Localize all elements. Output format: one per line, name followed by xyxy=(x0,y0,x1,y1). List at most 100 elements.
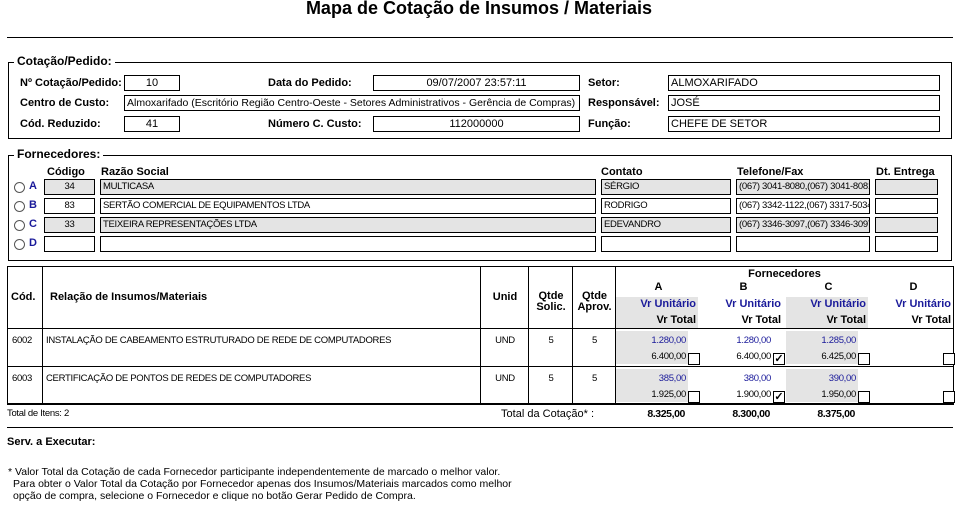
item-solic: 5 xyxy=(548,335,554,346)
supplier-column-b: B xyxy=(739,281,748,293)
setor-label: Setor: xyxy=(588,77,620,89)
quote-total: 1.950,00 xyxy=(821,389,856,400)
quote-total: 6.400,00 xyxy=(736,351,771,362)
centro-label: Centro de Custo: xyxy=(20,97,110,109)
note-1: * Valor Total da Cotação de cada Fornece… xyxy=(8,466,501,478)
supplier-razao[interactable]: SERTÃO COMERCIAL DE EQUIPAMENTOS LTDA xyxy=(100,198,596,214)
item-aprov: 5 xyxy=(592,373,597,384)
quote-bg xyxy=(786,369,858,402)
supplier-telefone[interactable]: (067) 3041-8080,(067) 3041-8081 xyxy=(736,179,870,195)
supplier-contato[interactable]: SÉRGIO xyxy=(601,179,731,195)
best-price-checkbox[interactable] xyxy=(943,353,955,365)
pedido-legend: Cotação/Pedido: xyxy=(14,54,115,68)
numero-label: Nº Cotação/Pedido: xyxy=(20,77,122,89)
best-price-checkbox[interactable] xyxy=(858,353,870,365)
supplier-column-c: C xyxy=(824,281,833,293)
best-price-checkbox[interactable]: ✓ xyxy=(773,353,785,365)
supplier-codigo[interactable] xyxy=(44,236,95,252)
reduzido-label: Cód. Reduzido: xyxy=(20,118,101,130)
quote-bg xyxy=(616,369,688,402)
data-label: Data do Pedido: xyxy=(268,77,352,89)
fornecedores-legend: Fornecedores: xyxy=(14,147,104,161)
best-price-checkbox[interactable] xyxy=(688,353,700,365)
supplier-letter: B xyxy=(29,199,37,211)
item-aprov: 5 xyxy=(592,335,597,346)
codigo-header: Código xyxy=(47,166,85,178)
numero-field[interactable]: 10 xyxy=(124,75,180,91)
entrega-header: Dt. Entrega xyxy=(876,166,935,178)
vr-unitario-header: Vr Unitário xyxy=(640,298,696,310)
fornecedores-fieldset xyxy=(8,155,952,261)
funcao-label: Função: xyxy=(588,118,631,130)
supplier-total: 8.300,00 xyxy=(732,408,770,420)
vr-unitario-header: Vr Unitário xyxy=(895,298,951,310)
supplier-codigo[interactable]: 33 xyxy=(44,217,95,233)
vr-unitario-header: Vr Unitário xyxy=(725,298,781,310)
vr-total-header: Vr Total xyxy=(826,314,866,326)
supplier-razao[interactable]: TEIXEIRA REPRESENTAÇÕES LTDA xyxy=(100,217,596,233)
supplier-letter: D xyxy=(29,237,37,249)
supplier-entrega[interactable] xyxy=(875,198,938,214)
column-divider xyxy=(528,267,529,404)
column-divider xyxy=(42,267,43,404)
centro-field[interactable]: Almoxarifado (Escritório Região Centro-O… xyxy=(124,95,580,111)
num-custo-field[interactable]: 112000000 xyxy=(373,116,580,132)
responsavel-field[interactable]: JOSÉ xyxy=(668,95,940,111)
header-cod: Cód. xyxy=(11,291,36,303)
supplier-codigo[interactable]: 34 xyxy=(44,179,95,195)
data-field[interactable]: 09/07/2007 23:57:11 xyxy=(373,75,580,91)
header-aprov: Qtde Aprov. xyxy=(577,290,612,313)
supplier-telefone[interactable]: (067) 3346-3097,(067) 3346-3097 xyxy=(736,217,870,233)
best-price-checkbox[interactable] xyxy=(688,391,700,403)
supplier-entrega[interactable] xyxy=(875,179,938,195)
header-relacao: Relação de Insumos/Materiais xyxy=(50,291,208,303)
responsavel-label: Responsável: xyxy=(588,97,660,109)
supplier-telefone[interactable]: (067) 3342-1122,(067) 3317-5034 xyxy=(736,198,870,214)
supplier-radio-c[interactable] xyxy=(14,220,25,231)
items-table: Cód. Relação de Insumos/Materiais Unid Qtde… xyxy=(7,266,955,405)
razao-header: Razão Social xyxy=(101,166,169,178)
item-solic: 5 xyxy=(548,373,554,384)
quote-unit: 390,00 xyxy=(828,373,857,384)
supplier-entrega[interactable] xyxy=(875,217,938,233)
item-cod: 6002 xyxy=(12,335,32,346)
supplier-column-d: D xyxy=(909,281,918,293)
funcao-field[interactable]: CHEFE DE SETOR xyxy=(668,116,940,132)
supplier-telefone[interactable] xyxy=(736,236,870,252)
best-price-checkbox[interactable]: ✓ xyxy=(773,391,785,403)
item-unid: UND xyxy=(495,373,515,384)
reduzido-field[interactable]: 41 xyxy=(124,116,180,132)
quote-total: 6.425,00 xyxy=(821,351,856,362)
quote-bg xyxy=(616,331,688,364)
num-custo-label: Número C. Custo: xyxy=(268,118,362,130)
vr-total-header: Vr Total xyxy=(656,314,696,326)
supplier-razao[interactable] xyxy=(100,236,596,252)
supplier-letter: C xyxy=(29,218,37,230)
vr-total-header: Vr Total xyxy=(741,314,781,326)
setor-field[interactable]: ALMOXARIFADO xyxy=(668,75,940,91)
supplier-codigo[interactable]: 83 xyxy=(44,198,95,214)
supplier-contato[interactable]: RODRIGO xyxy=(601,198,731,214)
supplier-contato[interactable] xyxy=(601,236,731,252)
column-divider xyxy=(615,267,616,404)
note-3: opção de compra, selecione o Fornecedor … xyxy=(13,490,416,502)
quote-unit: 1.285,00 xyxy=(821,335,856,346)
column-divider xyxy=(572,267,573,404)
item-cod: 6003 xyxy=(12,373,32,384)
supplier-header-bg xyxy=(616,297,698,328)
quote-unit: 385,00 xyxy=(658,373,687,384)
page-title: Mapa de Cotação de Insumos / Materiais xyxy=(305,0,653,18)
supplier-total: 8.375,00 xyxy=(817,408,855,420)
telefone-header: Telefone/Fax xyxy=(737,166,804,178)
supplier-radio-d[interactable] xyxy=(14,239,25,250)
supplier-entrega[interactable] xyxy=(875,236,938,252)
supplier-radio-b[interactable] xyxy=(14,201,25,212)
supplier-column-a: A xyxy=(654,281,663,293)
supplier-radio-a[interactable] xyxy=(14,182,25,193)
total-itens: Total de Itens: 2 xyxy=(7,408,69,419)
best-price-checkbox[interactable] xyxy=(858,391,870,403)
supplier-razao[interactable]: MULTICASA xyxy=(100,179,596,195)
best-price-checkbox[interactable] xyxy=(943,391,955,403)
quote-total: 1.925,00 xyxy=(651,389,686,400)
supplier-contato[interactable]: EDEVANDRO xyxy=(601,217,731,233)
